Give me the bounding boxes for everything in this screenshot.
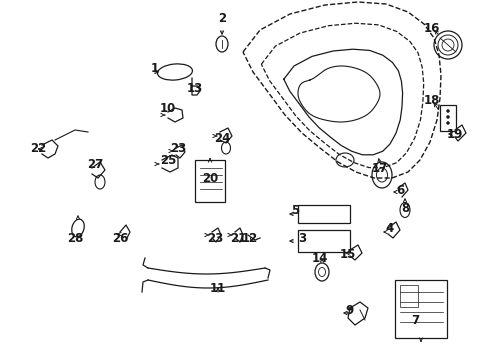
Ellipse shape: [446, 116, 448, 118]
Text: 14: 14: [311, 252, 327, 265]
Text: 7: 7: [410, 314, 418, 327]
Text: 5: 5: [290, 203, 299, 216]
Text: 9: 9: [345, 303, 353, 316]
Text: 13: 13: [186, 81, 203, 94]
Text: 3: 3: [297, 231, 305, 244]
Text: 4: 4: [385, 221, 393, 234]
Text: 28: 28: [67, 231, 83, 244]
Text: 15: 15: [339, 248, 355, 261]
Text: 22: 22: [30, 141, 46, 154]
Text: 25: 25: [160, 153, 176, 166]
Text: 21: 21: [229, 231, 245, 244]
Text: 23: 23: [169, 141, 186, 154]
Text: 17: 17: [371, 162, 387, 175]
Text: 16: 16: [423, 22, 439, 35]
Text: 19: 19: [446, 129, 462, 141]
Ellipse shape: [446, 122, 448, 125]
Text: 1: 1: [151, 62, 159, 75]
Text: 12: 12: [242, 231, 258, 244]
Text: 20: 20: [202, 171, 218, 184]
Text: 6: 6: [395, 184, 403, 197]
Text: 23: 23: [206, 231, 223, 244]
Text: 10: 10: [160, 102, 176, 114]
Text: 2: 2: [218, 12, 225, 24]
Text: 11: 11: [209, 282, 225, 294]
Text: 8: 8: [400, 202, 408, 215]
Text: 26: 26: [112, 231, 128, 244]
Text: 27: 27: [87, 158, 103, 171]
Ellipse shape: [446, 109, 448, 112]
Text: 18: 18: [423, 94, 439, 107]
Text: 24: 24: [213, 131, 230, 144]
